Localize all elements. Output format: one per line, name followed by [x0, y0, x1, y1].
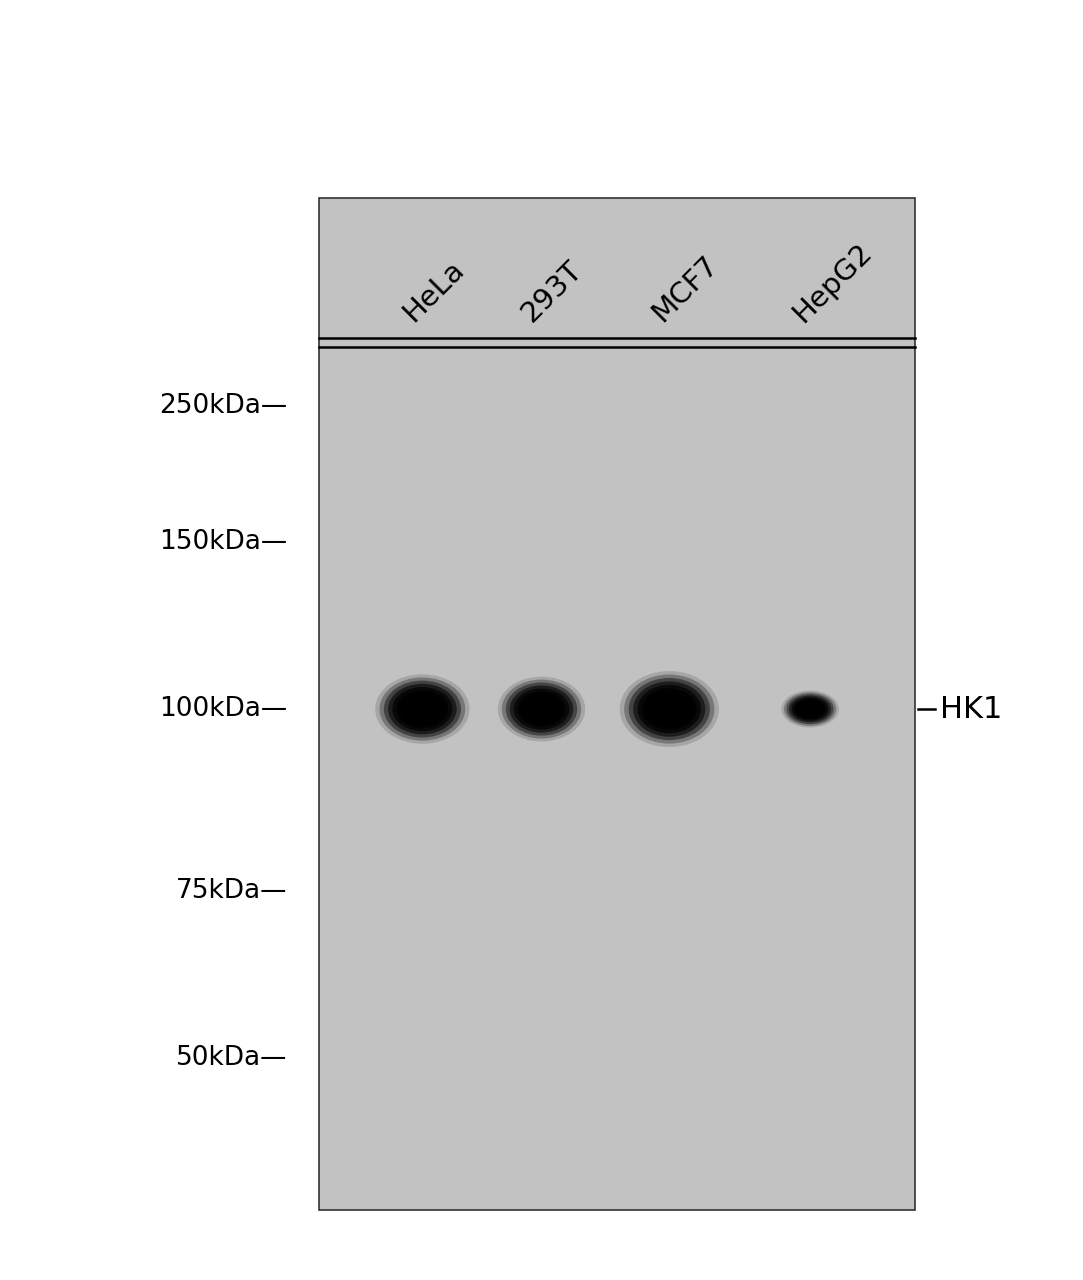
Ellipse shape — [498, 677, 585, 741]
Ellipse shape — [409, 700, 435, 718]
Text: 293T: 293T — [517, 256, 588, 328]
Ellipse shape — [638, 685, 701, 733]
Ellipse shape — [383, 681, 461, 737]
Ellipse shape — [781, 690, 839, 727]
Ellipse shape — [404, 696, 441, 722]
Ellipse shape — [534, 703, 549, 716]
Ellipse shape — [525, 696, 558, 722]
Text: HepG2: HepG2 — [787, 238, 877, 328]
Ellipse shape — [792, 698, 828, 721]
Ellipse shape — [525, 698, 558, 721]
Text: HK1: HK1 — [940, 695, 1003, 723]
Ellipse shape — [797, 700, 823, 718]
Ellipse shape — [803, 704, 818, 714]
Bar — [319, 198, 915, 1210]
Text: 250kDa—: 250kDa— — [159, 393, 287, 419]
Ellipse shape — [414, 703, 431, 716]
Ellipse shape — [665, 705, 674, 713]
Ellipse shape — [794, 699, 825, 719]
Ellipse shape — [799, 703, 821, 716]
Ellipse shape — [537, 707, 546, 712]
Ellipse shape — [642, 689, 696, 730]
Ellipse shape — [651, 695, 688, 723]
Ellipse shape — [530, 700, 553, 718]
Ellipse shape — [513, 689, 570, 730]
Ellipse shape — [805, 705, 815, 713]
Ellipse shape — [379, 677, 466, 741]
Text: MCF7: MCF7 — [647, 251, 723, 328]
Text: HeLa: HeLa — [397, 256, 469, 328]
Ellipse shape — [522, 694, 561, 723]
Ellipse shape — [624, 675, 715, 744]
Ellipse shape — [510, 686, 573, 732]
Ellipse shape — [375, 675, 470, 744]
Ellipse shape — [396, 690, 448, 728]
Text: 50kDa—: 50kDa— — [175, 1044, 287, 1071]
Ellipse shape — [392, 687, 453, 731]
Ellipse shape — [388, 684, 457, 735]
Ellipse shape — [784, 692, 836, 726]
Ellipse shape — [401, 694, 444, 724]
Ellipse shape — [655, 699, 683, 719]
Ellipse shape — [518, 691, 565, 727]
Ellipse shape — [501, 680, 582, 739]
Ellipse shape — [661, 703, 678, 716]
Text: 75kDa—: 75kDa— — [175, 878, 287, 904]
Text: 100kDa—: 100kDa— — [159, 696, 287, 722]
Ellipse shape — [634, 681, 705, 737]
Ellipse shape — [619, 671, 719, 748]
Ellipse shape — [786, 694, 834, 724]
Ellipse shape — [647, 691, 692, 726]
Ellipse shape — [628, 678, 710, 740]
Ellipse shape — [808, 708, 812, 710]
Ellipse shape — [405, 696, 440, 722]
Ellipse shape — [799, 701, 821, 716]
Ellipse shape — [650, 695, 689, 723]
Ellipse shape — [506, 682, 577, 736]
Ellipse shape — [790, 695, 831, 722]
Text: 150kDa—: 150kDa— — [159, 529, 287, 556]
Ellipse shape — [418, 705, 427, 712]
